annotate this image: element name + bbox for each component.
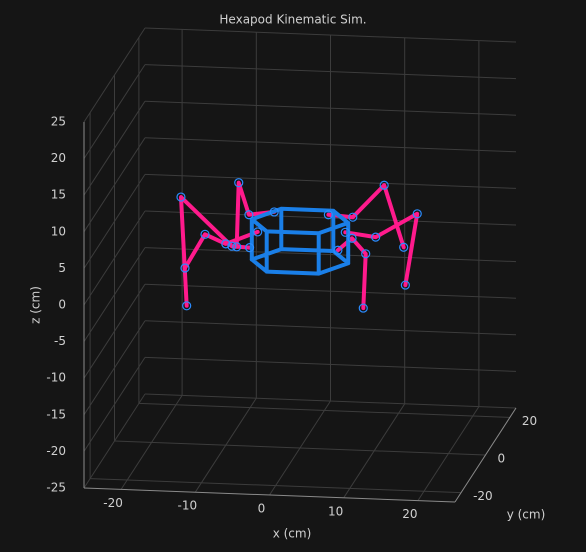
joint-marker [399,242,409,252]
series-line [249,206,351,276]
joint-marker [400,280,410,290]
x-tick-label: -10 [177,499,197,513]
y-tick-label: -20 [473,489,493,503]
grid-line [144,27,517,43]
grid-line [138,402,510,418]
grid-line [144,100,517,116]
series-line [234,180,277,249]
joint-marker [371,232,381,242]
grid-line [83,320,146,416]
x-tick-label: 20 [402,507,417,521]
joint-marker [244,243,255,253]
joint-marker [333,245,343,255]
z-tick-label: -25 [46,481,66,495]
grid-line [83,393,146,489]
grid-line [83,27,146,123]
chart-title: Hexapod Kinematic Sim. [219,13,366,27]
joint-marker [176,192,186,202]
y-axis-line [454,407,517,503]
joint-marker [340,227,350,237]
grid-line [83,174,146,269]
joint-marker [221,239,231,249]
grid-line [144,393,517,409]
grid-line [83,210,146,306]
y-tick-label: 20 [522,414,537,428]
z-tick-label: 0 [58,298,66,312]
joint-marker [232,242,242,252]
x-tick-label: -20 [103,496,123,510]
z-tick-label: -15 [46,407,66,421]
x-axis-line [83,487,456,503]
grid-line [144,356,517,372]
z-tick-label: 5 [58,261,66,275]
z-tick-label: -5 [54,334,66,348]
grid-line [83,247,146,342]
y-tick-label: 0 [498,452,506,466]
joint-marker [347,233,357,243]
grid-line [83,137,146,233]
z-tick-label: 20 [51,151,66,165]
grid-line [114,440,486,456]
y-axis-label: y (cm) [507,508,546,522]
joint-marker [182,301,192,311]
grid-line [144,137,517,153]
grid-line [144,320,517,336]
joint-marker [234,178,244,188]
grid-line [83,357,146,452]
z-tick-label: -20 [46,444,66,458]
grid-line [83,100,146,196]
joint-marker [180,263,190,273]
grid-line [83,64,146,159]
joint-marker [361,249,371,259]
joint-marker [412,209,422,219]
z-tick-label: 10 [51,224,66,238]
joint-marker [358,303,368,313]
grid-line [83,283,146,379]
joint-marker [348,212,358,222]
x-axis-label: x (cm) [273,527,312,541]
joint-marker [323,210,333,220]
grid-line [144,247,517,263]
joint-marker [253,227,263,237]
joint-marker [200,229,210,239]
x-tick-label: 10 [328,504,343,518]
series-line [183,229,260,270]
joint-marker [269,207,279,217]
grid-line [90,478,462,494]
z-tick-label: 25 [51,115,66,129]
joint-marker [244,210,254,220]
z-tick-label: -10 [46,371,66,385]
joint-marker [227,241,237,251]
z-tick-label: 15 [51,188,66,202]
grid-line [144,283,517,299]
joint-marker [379,180,389,190]
grid-line [144,64,517,80]
grid-line [144,173,517,189]
series-line [335,236,368,311]
x-tick-label: 0 [258,502,266,516]
z-axis-label: z (cm) [29,286,43,324]
